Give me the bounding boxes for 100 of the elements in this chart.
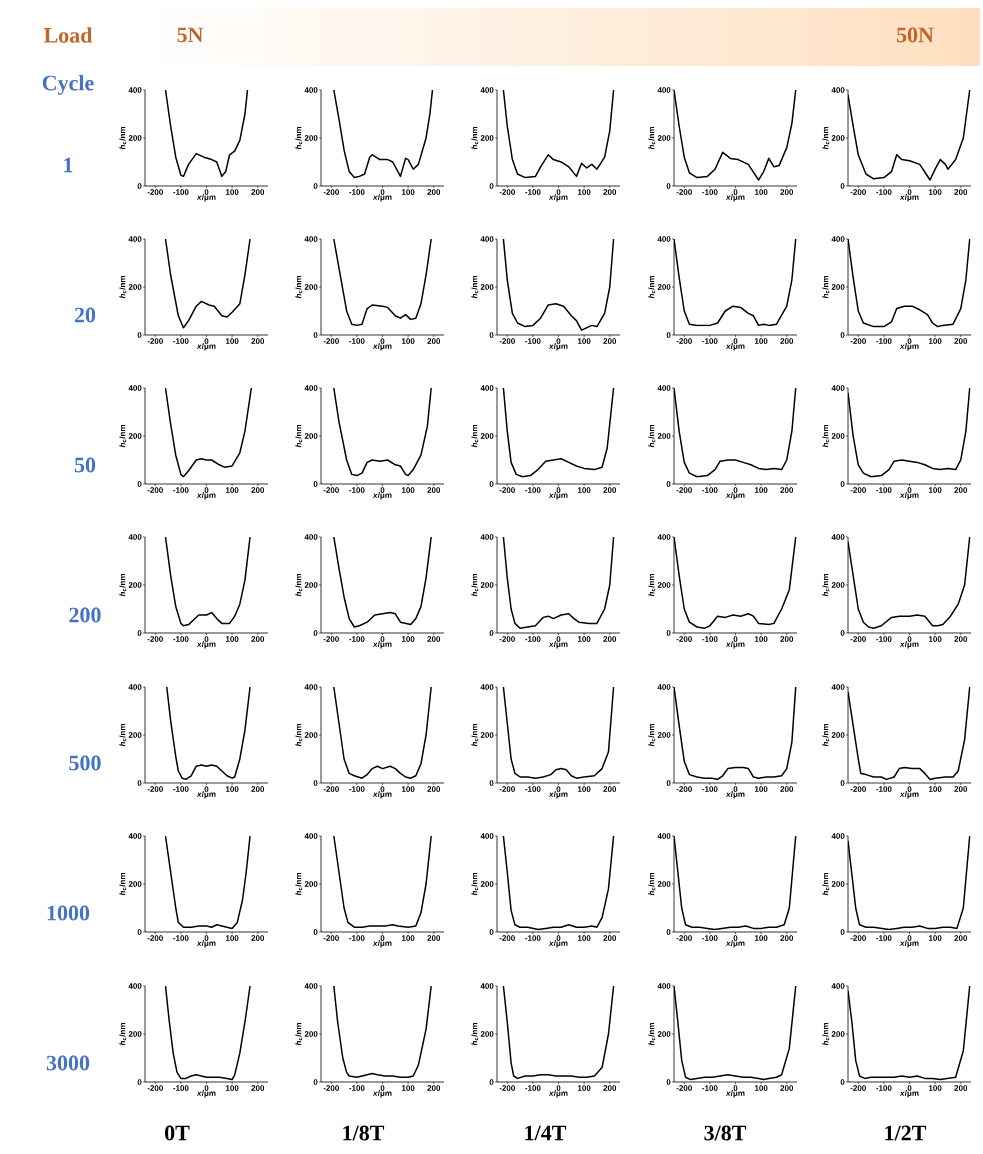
x-tick-label: 100 [928,338,942,344]
line-series [502,387,615,478]
x-tick-label: -100 [173,1085,189,1091]
x-axis-title: x/μm [899,641,919,649]
x-tick-label: 0 [556,636,561,642]
y-tick-label: 0 [666,183,671,189]
x-tick-label: 100 [577,786,591,792]
line-series [848,686,971,781]
text: 3/8T [704,1125,747,1141]
x-tick-label: 200 [780,487,794,493]
y-axis-title: h$_{c}$/nm [822,1023,830,1046]
x-tick-label: -200 [147,935,163,941]
x-tick-label: 100 [928,1085,942,1091]
y-tick-label: 400 [831,684,845,690]
x-tick-label: 0 [556,338,561,344]
x-tick-label: -100 [876,935,892,941]
y-tick-label: 400 [831,385,845,391]
x-tick-label: 0 [204,338,209,344]
y-tick-label: 0 [489,929,494,935]
x-tick-label: 200 [780,636,794,642]
y-tick-label: 0 [313,630,318,636]
y-tick-label: 200 [128,732,142,738]
y-tick-label: 0 [666,1079,671,1085]
x-tick-label: 200 [251,636,265,642]
y-tick-label: 0 [313,1079,318,1085]
x-axis-title: x/μm [725,791,745,799]
x-tick-label: 200 [954,636,968,642]
x-tick-label: 100 [225,189,239,195]
x-axis-title: x/μm [725,940,745,948]
y-tick-label: 200 [480,732,494,738]
x-tick-label: -100 [702,487,718,493]
x-axis-title: x/μm [899,940,919,948]
x-tick-label: 100 [401,487,415,493]
x-tick-label: -100 [173,487,189,493]
x-tick-label: -100 [702,338,718,344]
x-tick-label: -200 [850,1085,866,1091]
x-tick-label: -100 [702,1085,718,1091]
y-tick-label: 400 [304,833,318,839]
y-tick-label: 0 [840,1079,845,1085]
y-tick-label: 0 [137,929,142,935]
y-axis-title: h$_{c}$/nm [648,276,656,299]
y-axis-title: h$_{c}$/nm [119,1023,127,1046]
y-tick-label: 200 [480,135,494,141]
x-axis-title: x/μm [196,641,216,649]
y-tick-label: 400 [480,983,494,989]
text: 1000 [47,905,90,921]
x-tick-label: -200 [323,786,339,792]
x-axis-title: x/μm [725,641,745,649]
x-tick-label: 100 [754,786,768,792]
x-tick-label: -100 [876,636,892,642]
x-tick-label: 0 [380,338,385,344]
line-series [502,686,615,779]
y-axis-title: h$_{c}$/nm [295,1023,303,1046]
y-tick-label: 200 [304,582,318,588]
x-tick-label: -100 [349,1085,365,1091]
x-axis-title: x/μm [548,492,568,500]
y-tick-label: 400 [128,236,142,242]
x-tick-label: 100 [225,487,239,493]
x-tick-label: 0 [907,487,912,493]
y-tick-label: 200 [304,1031,318,1037]
x-tick-label: 0 [733,189,738,195]
y-tick-label: 200 [128,433,142,439]
y-tick-label: 0 [840,481,845,487]
x-tick-label: 200 [251,487,265,493]
y-tick-label: 400 [128,87,142,93]
x-tick-label: 200 [954,1085,968,1091]
x-tick-label: 0 [204,786,209,792]
x-tick-label: 200 [954,935,968,941]
y-tick-label: 400 [480,833,494,839]
x-axis-title: x/μm [548,343,568,351]
x-tick-label: -100 [525,338,541,344]
x-tick-label: 100 [754,189,768,195]
x-tick-label: 100 [401,786,415,792]
y-tick-label: 400 [831,983,845,989]
y-tick-label: 400 [657,236,671,242]
y-tick-label: 400 [831,87,845,93]
x-tick-label: -100 [349,786,365,792]
x-tick-label: 0 [907,1085,912,1091]
y-tick-label: 0 [840,630,845,636]
x-tick-label: 100 [928,636,942,642]
x-axis-title: x/μm [548,791,568,799]
x-tick-label: 100 [577,189,591,195]
y-tick-label: 200 [657,135,671,141]
text: 0T [165,1125,190,1141]
x-tick-label: 100 [401,935,415,941]
y-tick-label: 200 [657,881,671,887]
text: 50 [74,457,96,473]
x-tick-label: -100 [876,487,892,493]
x-tick-label: 0 [907,786,912,792]
y-tick-label: 400 [657,87,671,93]
x-tick-label: -200 [676,189,692,195]
x-tick-label: -200 [850,935,866,941]
y-tick-label: 400 [128,983,142,989]
x-tick-label: 100 [928,487,942,493]
x-tick-label: -200 [850,636,866,642]
x-tick-label: -100 [702,935,718,941]
y-axis-title: h$_{c}$/nm [295,276,303,299]
y-tick-label: 400 [128,385,142,391]
x-tick-label: -200 [676,935,692,941]
y-tick-label: 200 [304,135,318,141]
